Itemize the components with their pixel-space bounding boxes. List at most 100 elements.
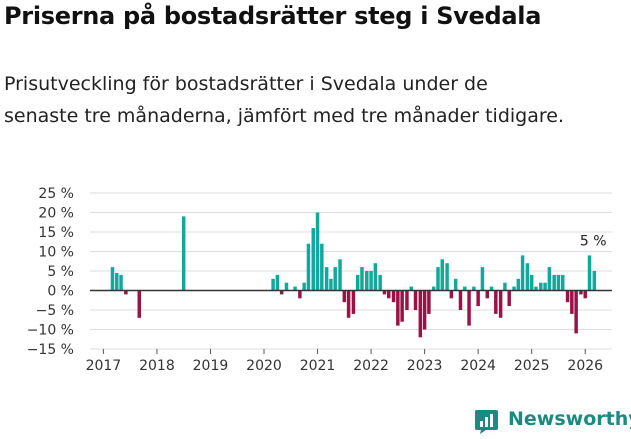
bar bbox=[485, 290, 489, 299]
y-tick-label: −5 % bbox=[36, 303, 74, 319]
bar bbox=[320, 243, 324, 291]
bar bbox=[373, 263, 378, 291]
chart-subtitle: Prisutveckling för bostadsrätter i Sveda… bbox=[4, 73, 564, 127]
bar bbox=[556, 274, 561, 291]
bar bbox=[382, 290, 387, 295]
bar bbox=[458, 290, 463, 310]
newsworthy-logo-icon bbox=[475, 410, 498, 434]
bar bbox=[355, 274, 360, 291]
bar bbox=[498, 290, 503, 318]
bar bbox=[503, 282, 507, 291]
bar bbox=[315, 212, 320, 291]
bar bbox=[110, 267, 115, 291]
bar bbox=[534, 286, 538, 291]
bar bbox=[311, 228, 315, 291]
bar bbox=[427, 290, 431, 314]
bar bbox=[587, 255, 592, 291]
bar bbox=[360, 267, 364, 291]
y-tick-label: 5 % bbox=[47, 264, 74, 280]
bar bbox=[391, 290, 396, 303]
bar bbox=[570, 290, 574, 314]
bar bbox=[512, 286, 516, 291]
bar bbox=[342, 290, 347, 303]
x-tick-label: 2018 bbox=[139, 358, 175, 374]
bar bbox=[387, 290, 391, 299]
bar-chart: −15 % −10 % −5 % 0 % 5 % 10 % 15 % 20 % 25 % 2017… bbox=[27, 186, 612, 374]
bar bbox=[583, 290, 587, 299]
bar bbox=[507, 290, 511, 307]
last-value-label: 5 % bbox=[580, 233, 607, 249]
bar bbox=[440, 259, 445, 291]
bar bbox=[275, 274, 280, 291]
bar bbox=[467, 290, 471, 326]
bar bbox=[494, 290, 498, 314]
bar bbox=[529, 274, 534, 291]
bar bbox=[351, 290, 356, 314]
bar bbox=[338, 259, 342, 291]
bar bbox=[346, 290, 351, 318]
bar bbox=[405, 290, 409, 310]
bar bbox=[539, 282, 543, 291]
bar bbox=[436, 267, 440, 291]
bar bbox=[418, 290, 423, 338]
x-tick-label: 2019 bbox=[193, 358, 229, 374]
bar bbox=[298, 290, 302, 299]
y-tick-label: 10 % bbox=[38, 245, 74, 261]
bar bbox=[324, 267, 329, 291]
bar bbox=[463, 286, 467, 291]
brand-name: Newsworthy bbox=[508, 408, 631, 430]
bar bbox=[525, 263, 530, 291]
x-tick-label: 2026 bbox=[567, 358, 603, 374]
bar bbox=[124, 290, 128, 295]
bar bbox=[516, 278, 521, 291]
bar bbox=[574, 290, 578, 334]
bar bbox=[476, 290, 480, 307]
bar bbox=[119, 274, 123, 291]
x-tick-label: 2023 bbox=[407, 358, 443, 374]
bar bbox=[592, 271, 597, 291]
bar bbox=[445, 263, 449, 291]
bar bbox=[378, 274, 382, 291]
bar bbox=[413, 290, 418, 310]
bar bbox=[579, 290, 583, 295]
bar bbox=[489, 286, 494, 291]
bar bbox=[369, 271, 373, 291]
y-tick-label: 15 % bbox=[38, 225, 74, 241]
bar bbox=[306, 243, 311, 291]
bar bbox=[396, 290, 400, 326]
chart-title: Priserna på bostadsrätter steg i Svedala bbox=[4, 2, 542, 30]
y-tick-label: −15 % bbox=[27, 342, 74, 358]
bar bbox=[293, 286, 297, 291]
bar bbox=[422, 290, 427, 330]
x-tick-label: 2022 bbox=[353, 358, 389, 374]
bar bbox=[137, 290, 141, 318]
y-tick-label: −10 % bbox=[27, 323, 74, 339]
bar bbox=[472, 286, 476, 291]
bar bbox=[271, 278, 275, 291]
y-tick-label: 25 % bbox=[38, 186, 74, 202]
bar bbox=[115, 272, 119, 291]
bar bbox=[284, 282, 289, 291]
x-tick-label: 2020 bbox=[246, 358, 282, 374]
bar bbox=[365, 271, 369, 291]
bar bbox=[181, 216, 186, 291]
bar bbox=[431, 286, 436, 291]
x-tick-label: 2017 bbox=[86, 358, 122, 374]
x-tick-label: 2024 bbox=[460, 358, 496, 374]
x-tick-label: 2021 bbox=[300, 358, 336, 374]
bar bbox=[453, 278, 458, 291]
y-tick-label: 20 % bbox=[38, 206, 74, 222]
bar bbox=[547, 267, 552, 291]
bar bbox=[480, 267, 485, 291]
bar bbox=[409, 286, 413, 291]
bar bbox=[449, 290, 454, 299]
bar bbox=[279, 290, 284, 295]
y-tick-label: 0 % bbox=[47, 284, 74, 300]
bar bbox=[552, 274, 556, 291]
bar bbox=[302, 282, 306, 291]
bar bbox=[333, 267, 337, 291]
bar bbox=[520, 255, 525, 291]
bar bbox=[565, 290, 570, 303]
bar bbox=[561, 274, 565, 291]
bar bbox=[400, 290, 404, 322]
